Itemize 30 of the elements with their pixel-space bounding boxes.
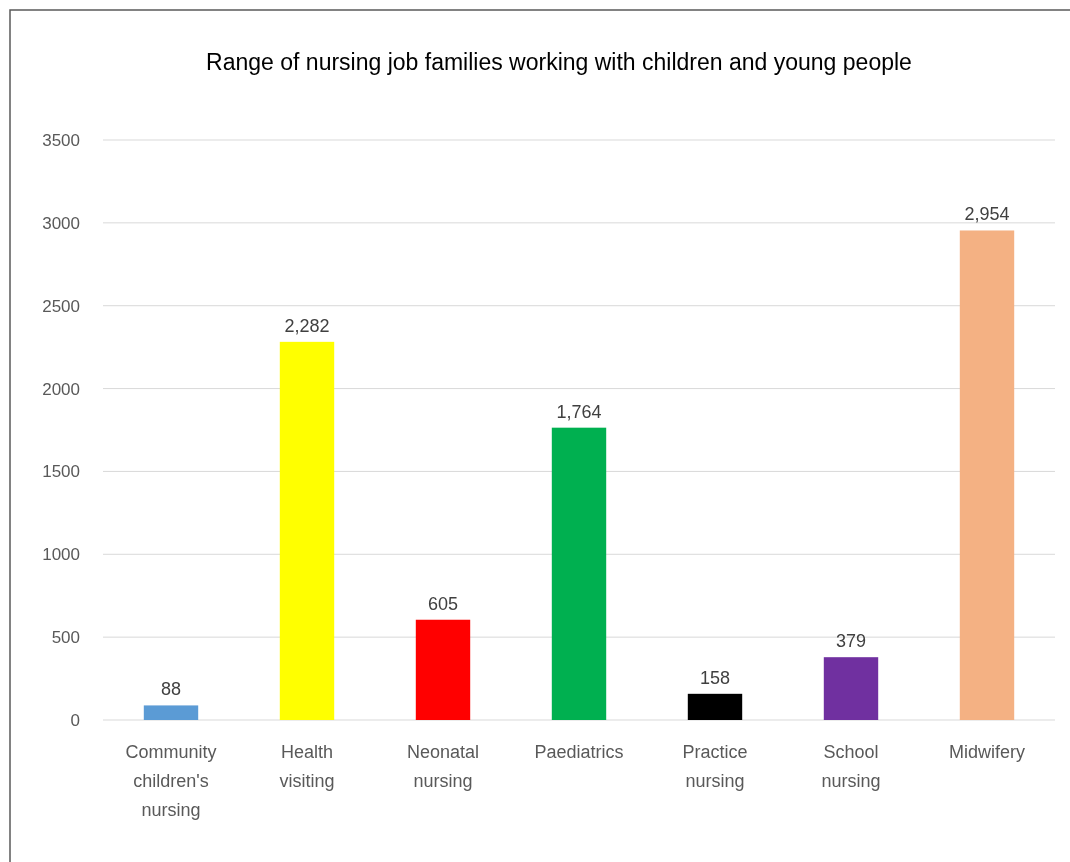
x-tick-label: Neonatal nursing xyxy=(406,742,480,791)
x-tick-label: Community children's nursing xyxy=(125,742,217,820)
bar xyxy=(143,705,199,720)
y-tick-label: 3000 xyxy=(42,213,80,233)
data-label: 605 xyxy=(427,593,459,614)
x-tick-label: Paediatrics xyxy=(534,742,624,762)
bar xyxy=(279,341,335,720)
bar xyxy=(959,230,1015,720)
y-tick-label: 1500 xyxy=(42,462,80,482)
data-label: 1,764 xyxy=(556,401,602,422)
y-tick-label: 0 xyxy=(70,710,80,730)
data-label: 2,282 xyxy=(284,315,330,336)
y-tick-label: 2000 xyxy=(42,379,80,399)
data-label: 88 xyxy=(160,679,182,700)
y-tick-label: 3500 xyxy=(42,130,80,150)
y-tick-label: 2500 xyxy=(42,296,80,316)
x-tick-label: School nursing xyxy=(821,742,881,791)
data-label: 2,954 xyxy=(964,204,1010,225)
bar xyxy=(415,619,471,720)
y-tick-label: 1000 xyxy=(42,545,80,565)
data-label: 379 xyxy=(835,631,867,652)
x-tick-label: Midwifery xyxy=(948,742,1026,762)
bar xyxy=(687,693,743,720)
y-tick-label: 500 xyxy=(51,628,80,648)
data-label: 158 xyxy=(699,667,731,688)
x-tick-label: Health visiting xyxy=(279,742,335,791)
x-tick-label: Practice nursing xyxy=(682,742,748,791)
bar xyxy=(551,427,607,720)
chart-title: Range of nursing job families working with children and young people xyxy=(206,49,912,75)
bar xyxy=(823,657,879,720)
